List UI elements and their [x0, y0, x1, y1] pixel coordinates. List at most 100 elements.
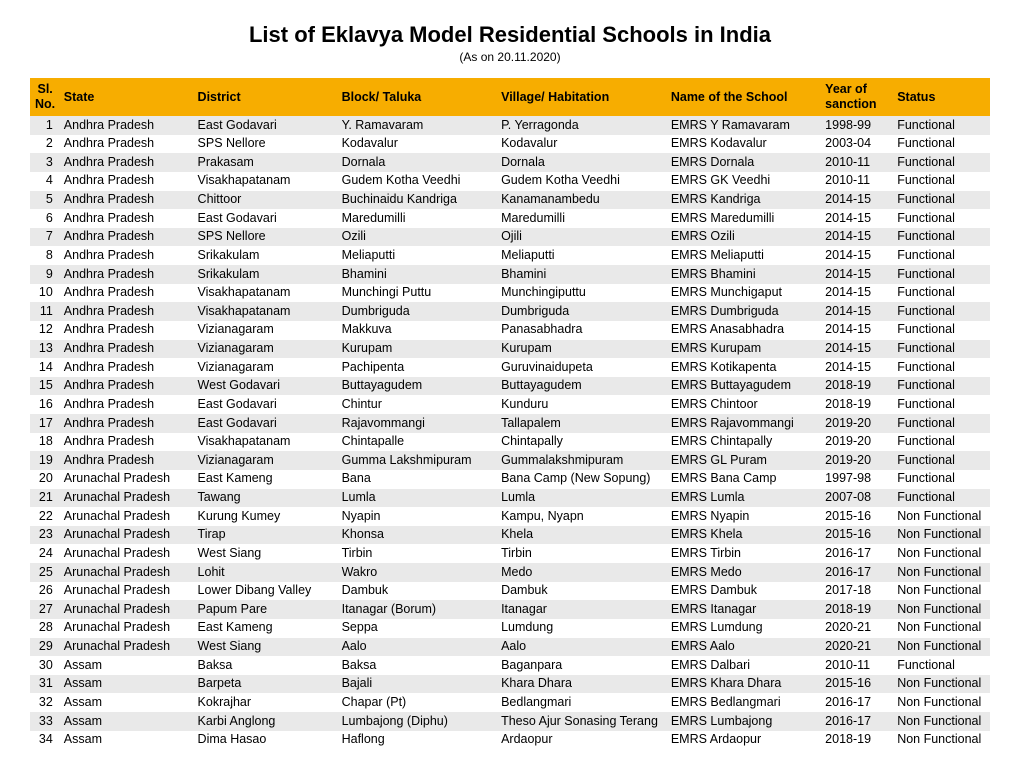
- cell-village: Khara Dhara: [496, 675, 666, 694]
- cell-school: EMRS Kandriga: [666, 191, 820, 210]
- cell-year: 2014-15: [820, 209, 892, 228]
- cell-block: Bana: [337, 470, 496, 489]
- cell-year: 2015-16: [820, 675, 892, 694]
- cell-year: 2016-17: [820, 563, 892, 582]
- cell-district: West Siang: [193, 638, 337, 657]
- cell-state: Andhra Pradesh: [59, 209, 193, 228]
- cell-school: EMRS Anasabhadra: [666, 321, 820, 340]
- cell-school: EMRS Chintoor: [666, 395, 820, 414]
- cell-village: Gummalakshmipuram: [496, 451, 666, 470]
- cell-status: Non Functional: [892, 600, 990, 619]
- cell-status: Non Functional: [892, 507, 990, 526]
- cell-status: Functional: [892, 377, 990, 396]
- table-row: 22Arunachal PradeshKurung KumeyNyapinKam…: [30, 507, 990, 526]
- cell-school: EMRS Tirbin: [666, 544, 820, 563]
- cell-school: EMRS GL Puram: [666, 451, 820, 470]
- cell-year: 2014-15: [820, 246, 892, 265]
- table-row: 27Arunachal PradeshPapum PareItanagar (B…: [30, 600, 990, 619]
- cell-village: Tallapalem: [496, 414, 666, 433]
- cell-school: EMRS Meliaputti: [666, 246, 820, 265]
- cell-state: Andhra Pradesh: [59, 358, 193, 377]
- cell-sl: 25: [30, 563, 59, 582]
- cell-village: Dornala: [496, 153, 666, 172]
- cell-block: Aalo: [337, 638, 496, 657]
- col-header-status: Status: [892, 78, 990, 116]
- cell-status: Non Functional: [892, 731, 990, 750]
- cell-school: EMRS Lumdung: [666, 619, 820, 638]
- cell-school: EMRS Y Ramavaram: [666, 116, 820, 135]
- cell-village: Gudem Kotha Veedhi: [496, 172, 666, 191]
- cell-block: Makkuva: [337, 321, 496, 340]
- cell-school: EMRS Khara Dhara: [666, 675, 820, 694]
- cell-sl: 22: [30, 507, 59, 526]
- cell-village: Maredumilli: [496, 209, 666, 228]
- cell-state: Assam: [59, 731, 193, 750]
- col-header-village: Village/ Habitation: [496, 78, 666, 116]
- cell-state: Arunachal Pradesh: [59, 544, 193, 563]
- cell-state: Andhra Pradesh: [59, 172, 193, 191]
- cell-year: 2016-17: [820, 712, 892, 731]
- table-row: 17Andhra PradeshEast GodavariRajavommang…: [30, 414, 990, 433]
- cell-year: 2019-20: [820, 451, 892, 470]
- cell-village: Kampu, Nyapn: [496, 507, 666, 526]
- cell-village: Ardaopur: [496, 731, 666, 750]
- cell-sl: 20: [30, 470, 59, 489]
- cell-state: Andhra Pradesh: [59, 191, 193, 210]
- cell-status: Functional: [892, 433, 990, 452]
- cell-status: Functional: [892, 470, 990, 489]
- cell-school: EMRS Rajavommangi: [666, 414, 820, 433]
- cell-block: Lumla: [337, 489, 496, 508]
- cell-sl: 10: [30, 284, 59, 303]
- cell-status: Non Functional: [892, 675, 990, 694]
- cell-village: Bedlangmari: [496, 693, 666, 712]
- cell-district: Srikakulam: [193, 246, 337, 265]
- cell-block: Nyapin: [337, 507, 496, 526]
- cell-sl: 6: [30, 209, 59, 228]
- cell-district: Chittoor: [193, 191, 337, 210]
- cell-status: Functional: [892, 191, 990, 210]
- table-row: 23Arunachal PradeshTirapKhonsaKhelaEMRS …: [30, 526, 990, 545]
- cell-district: Visakhapatanam: [193, 284, 337, 303]
- cell-village: Lumla: [496, 489, 666, 508]
- table-row: 4Andhra PradeshVisakhapatanamGudem Kotha…: [30, 172, 990, 191]
- cell-sl: 8: [30, 246, 59, 265]
- cell-village: Kurupam: [496, 340, 666, 359]
- cell-sl: 4: [30, 172, 59, 191]
- table-row: 6Andhra PradeshEast GodavariMaredumilliM…: [30, 209, 990, 228]
- cell-district: Baksa: [193, 656, 337, 675]
- table-row: 20Arunachal PradeshEast KamengBanaBana C…: [30, 470, 990, 489]
- page-subtitle: (As on 20.11.2020): [30, 50, 990, 64]
- col-header-year: Year of sanction: [820, 78, 892, 116]
- cell-sl: 21: [30, 489, 59, 508]
- table-row: 3Andhra PradeshPrakasamDornalaDornalaEMR…: [30, 153, 990, 172]
- cell-state: Arunachal Pradesh: [59, 526, 193, 545]
- cell-district: Srikakulam: [193, 265, 337, 284]
- cell-block: Ozili: [337, 228, 496, 247]
- table-row: 33AssamKarbi AnglongLumbajong (Diphu)The…: [30, 712, 990, 731]
- cell-state: Andhra Pradesh: [59, 377, 193, 396]
- cell-school: EMRS Dambuk: [666, 582, 820, 601]
- table-row: 16Andhra PradeshEast GodavariChinturKund…: [30, 395, 990, 414]
- cell-sl: 1: [30, 116, 59, 135]
- cell-sl: 31: [30, 675, 59, 694]
- cell-status: Functional: [892, 358, 990, 377]
- cell-state: Andhra Pradesh: [59, 395, 193, 414]
- table-row: 19Andhra PradeshVizianagaramGumma Lakshm…: [30, 451, 990, 470]
- cell-district: East Godavari: [193, 116, 337, 135]
- cell-state: Andhra Pradesh: [59, 414, 193, 433]
- cell-year: 2010-11: [820, 153, 892, 172]
- cell-village: Medo: [496, 563, 666, 582]
- cell-year: 2014-15: [820, 284, 892, 303]
- col-header-district: District: [193, 78, 337, 116]
- table-row: 13Andhra PradeshVizianagaramKurupamKurup…: [30, 340, 990, 359]
- cell-sl: 17: [30, 414, 59, 433]
- table-row: 34AssamDima HasaoHaflongArdaopurEMRS Ard…: [30, 731, 990, 750]
- table-row: 1Andhra PradeshEast GodavariY. Ramavaram…: [30, 116, 990, 135]
- table-row: 28Arunachal PradeshEast KamengSeppaLumdu…: [30, 619, 990, 638]
- cell-state: Arunachal Pradesh: [59, 470, 193, 489]
- cell-block: Tirbin: [337, 544, 496, 563]
- cell-block: Chintapalle: [337, 433, 496, 452]
- cell-status: Non Functional: [892, 619, 990, 638]
- cell-year: 2016-17: [820, 544, 892, 563]
- cell-village: Itanagar: [496, 600, 666, 619]
